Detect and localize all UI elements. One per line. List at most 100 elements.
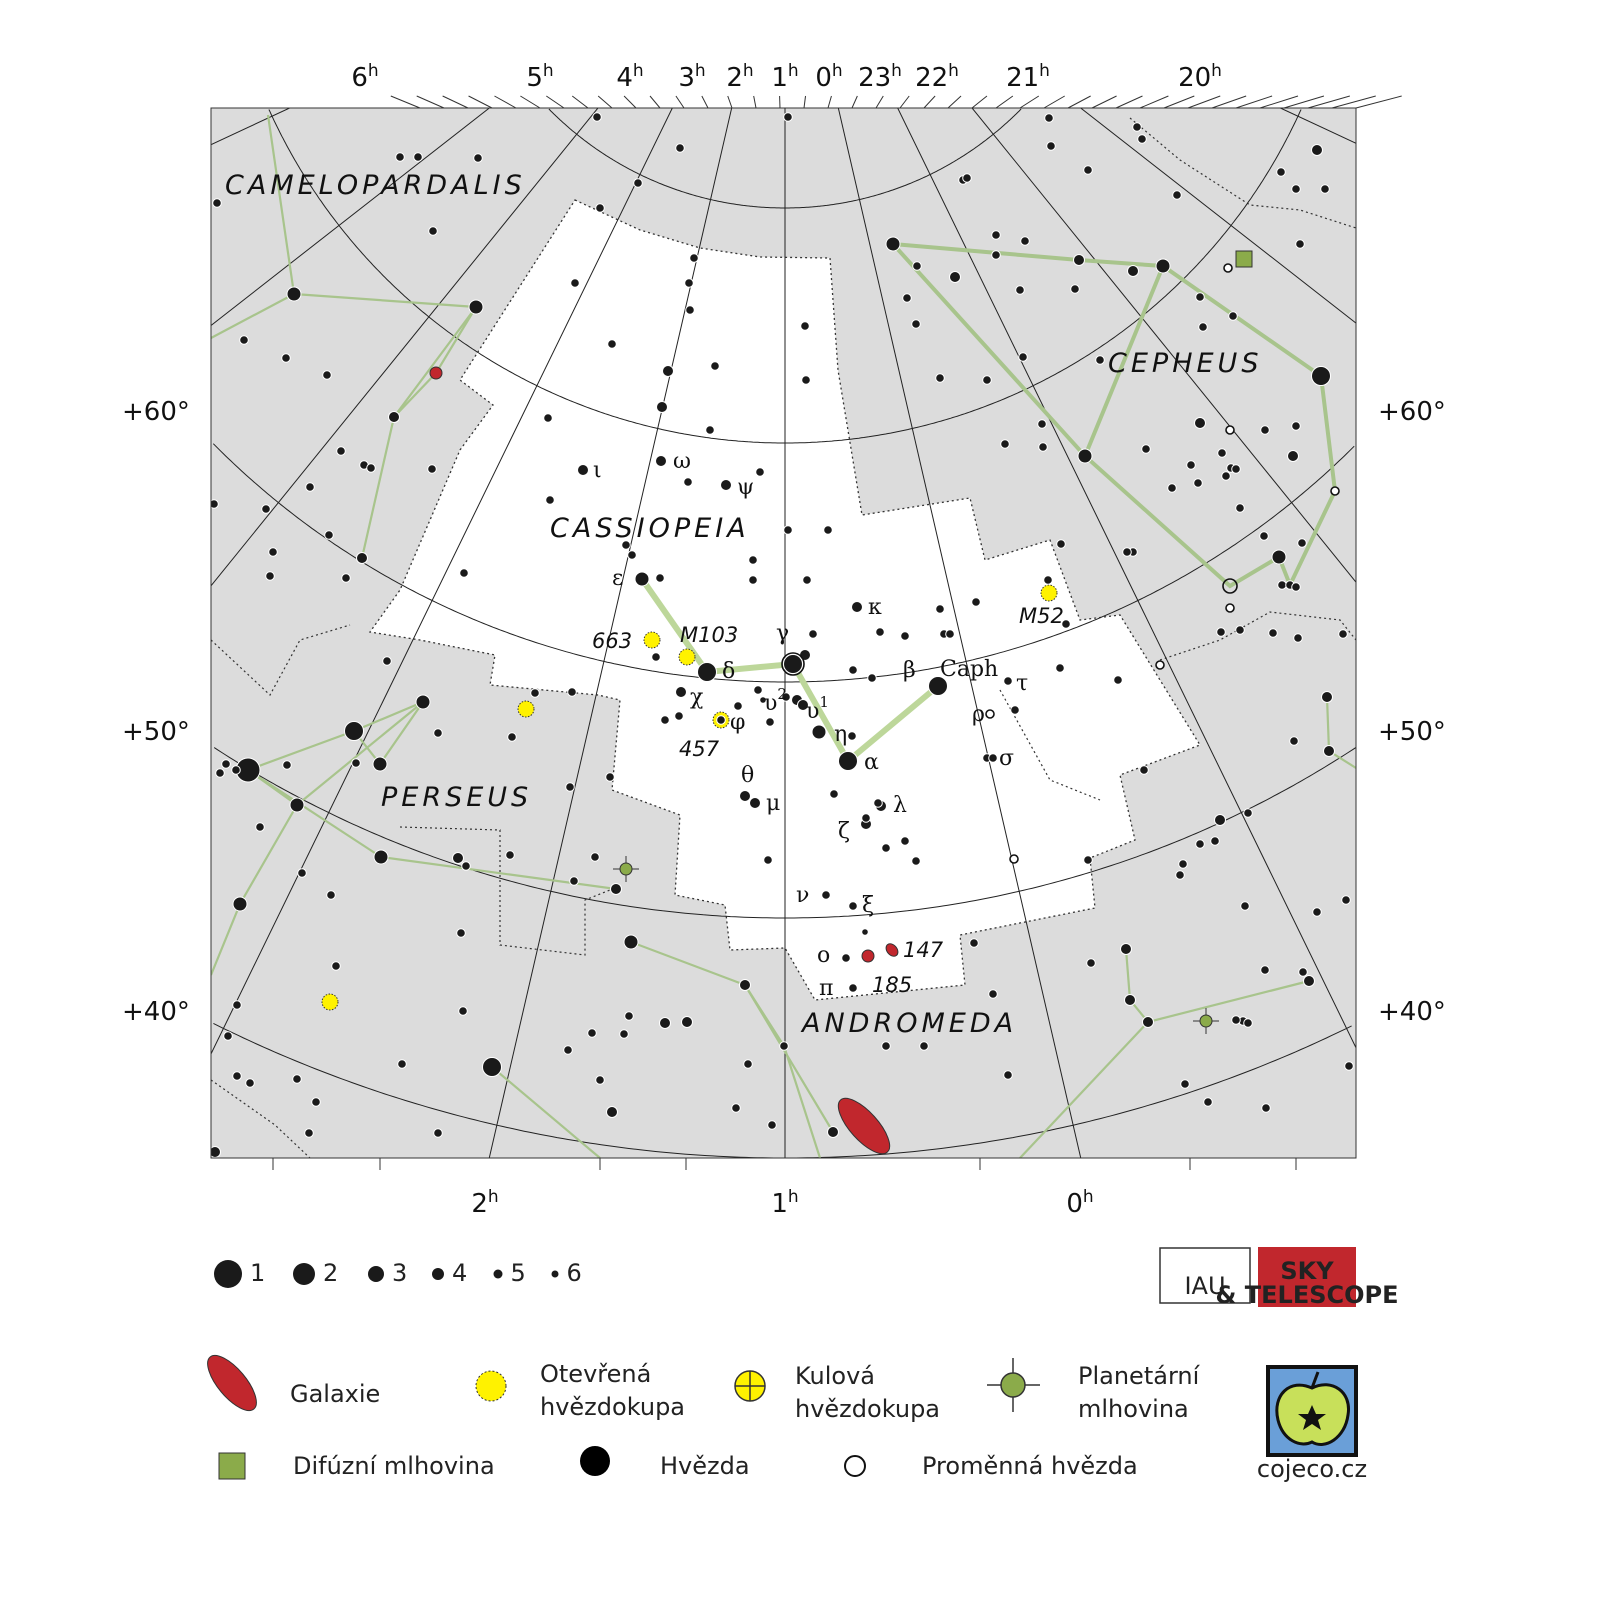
ra-label-bottom: 1h bbox=[771, 1187, 798, 1219]
star bbox=[779, 1041, 789, 1051]
ra-label-top: 23h bbox=[858, 61, 902, 93]
star bbox=[211, 499, 219, 509]
ra-unit: h bbox=[1039, 61, 1050, 81]
star bbox=[563, 1045, 573, 1055]
star bbox=[1020, 236, 1030, 246]
star bbox=[324, 530, 334, 540]
ra-hour: 20 bbox=[1178, 63, 1211, 93]
star bbox=[659, 1017, 671, 1029]
star bbox=[606, 1106, 618, 1118]
magnitude-dot bbox=[551, 1270, 559, 1278]
star bbox=[1221, 471, 1231, 481]
star bbox=[1180, 1079, 1190, 1089]
star bbox=[344, 721, 364, 741]
legend-open-cluster-label: hvězdokupa bbox=[540, 1393, 685, 1421]
variable-star bbox=[1330, 486, 1340, 496]
ra-label-top: 5h bbox=[526, 61, 553, 93]
right-ascension-line bbox=[971, 108, 1356, 583]
right-ascension-line bbox=[211, 108, 673, 1055]
declination-circle bbox=[212, 443, 1355, 683]
star bbox=[1338, 629, 1348, 639]
ra-label-top: 21h bbox=[1006, 61, 1050, 93]
planetary-nebula-legend-icon bbox=[1000, 1372, 1026, 1398]
star bbox=[1037, 419, 1047, 429]
star bbox=[1043, 575, 1053, 585]
ra-unit: h bbox=[695, 61, 706, 81]
legend-galaxy-label: Galaxie bbox=[290, 1380, 380, 1408]
star bbox=[1198, 322, 1208, 332]
tick-mark bbox=[416, 95, 445, 109]
star-label-lambda: λ bbox=[893, 793, 907, 818]
star bbox=[749, 797, 761, 809]
tick-mark bbox=[1331, 95, 1376, 109]
star-label-phi: φ bbox=[730, 710, 745, 735]
star bbox=[1167, 483, 1177, 493]
legend-star-label: Hvězda bbox=[660, 1452, 750, 1480]
star bbox=[1141, 444, 1151, 454]
star bbox=[656, 401, 668, 413]
star bbox=[610, 883, 622, 895]
star bbox=[739, 790, 751, 802]
star bbox=[861, 813, 871, 823]
star bbox=[1046, 141, 1056, 151]
legend-open-cluster-label: Otevřená bbox=[540, 1360, 651, 1388]
constellation-figure-line bbox=[1019, 1021, 1149, 1158]
star bbox=[802, 575, 812, 585]
cepheus-figure-line bbox=[891, 242, 1338, 591]
star bbox=[373, 849, 389, 865]
star bbox=[733, 701, 743, 711]
tick-mark bbox=[1355, 95, 1402, 109]
star bbox=[1122, 547, 1132, 557]
star bbox=[1214, 814, 1226, 826]
star bbox=[1083, 855, 1093, 865]
star bbox=[1291, 184, 1301, 194]
star bbox=[297, 868, 307, 878]
star bbox=[808, 629, 818, 639]
tick-mark bbox=[701, 95, 709, 109]
star bbox=[311, 1097, 321, 1107]
star bbox=[1311, 144, 1323, 156]
dec-label-right: +40° bbox=[1378, 997, 1446, 1027]
star bbox=[1259, 531, 1269, 541]
star bbox=[767, 1120, 777, 1130]
tick-mark bbox=[947, 95, 962, 109]
star bbox=[988, 989, 998, 999]
star-legend-icon bbox=[580, 1446, 610, 1476]
star bbox=[232, 1000, 242, 1010]
star bbox=[739, 979, 751, 991]
star bbox=[1086, 958, 1096, 968]
star bbox=[748, 575, 758, 585]
star bbox=[1217, 448, 1227, 458]
star bbox=[674, 711, 684, 721]
star bbox=[433, 1128, 443, 1138]
constellation-label-cepheus: CEPHEUS bbox=[1108, 348, 1262, 379]
variable-star bbox=[1225, 425, 1235, 435]
ra-label-top: 4h bbox=[616, 61, 643, 93]
ra-unit: h bbox=[788, 1187, 799, 1207]
star bbox=[1298, 967, 1308, 977]
star bbox=[873, 798, 883, 808]
star-label-zeta: ζ bbox=[838, 819, 850, 844]
sky-logo-subtext: & TELESCOPE bbox=[1215, 1281, 1398, 1309]
star bbox=[372, 756, 388, 772]
star bbox=[720, 479, 732, 491]
star bbox=[1323, 745, 1335, 757]
star bbox=[945, 629, 955, 639]
star bbox=[797, 699, 809, 711]
constellation-figure-line bbox=[491, 1066, 601, 1158]
star bbox=[912, 261, 922, 271]
open-cluster-legend-icon bbox=[475, 1370, 507, 1402]
star bbox=[605, 772, 615, 782]
star bbox=[634, 571, 650, 587]
ra-unit: h bbox=[488, 1187, 499, 1207]
ra-hour: 3 bbox=[678, 63, 695, 93]
variable-star-legend-icon bbox=[844, 1455, 866, 1477]
star bbox=[331, 961, 341, 971]
star-label-mu: μ bbox=[766, 791, 780, 816]
star bbox=[716, 715, 726, 725]
dec-label-right: +60° bbox=[1378, 397, 1446, 427]
legend-variable-label: Proměnná hvězda bbox=[922, 1452, 1138, 1480]
star bbox=[689, 253, 699, 263]
iau-logo bbox=[1159, 1247, 1251, 1304]
star bbox=[459, 568, 469, 578]
